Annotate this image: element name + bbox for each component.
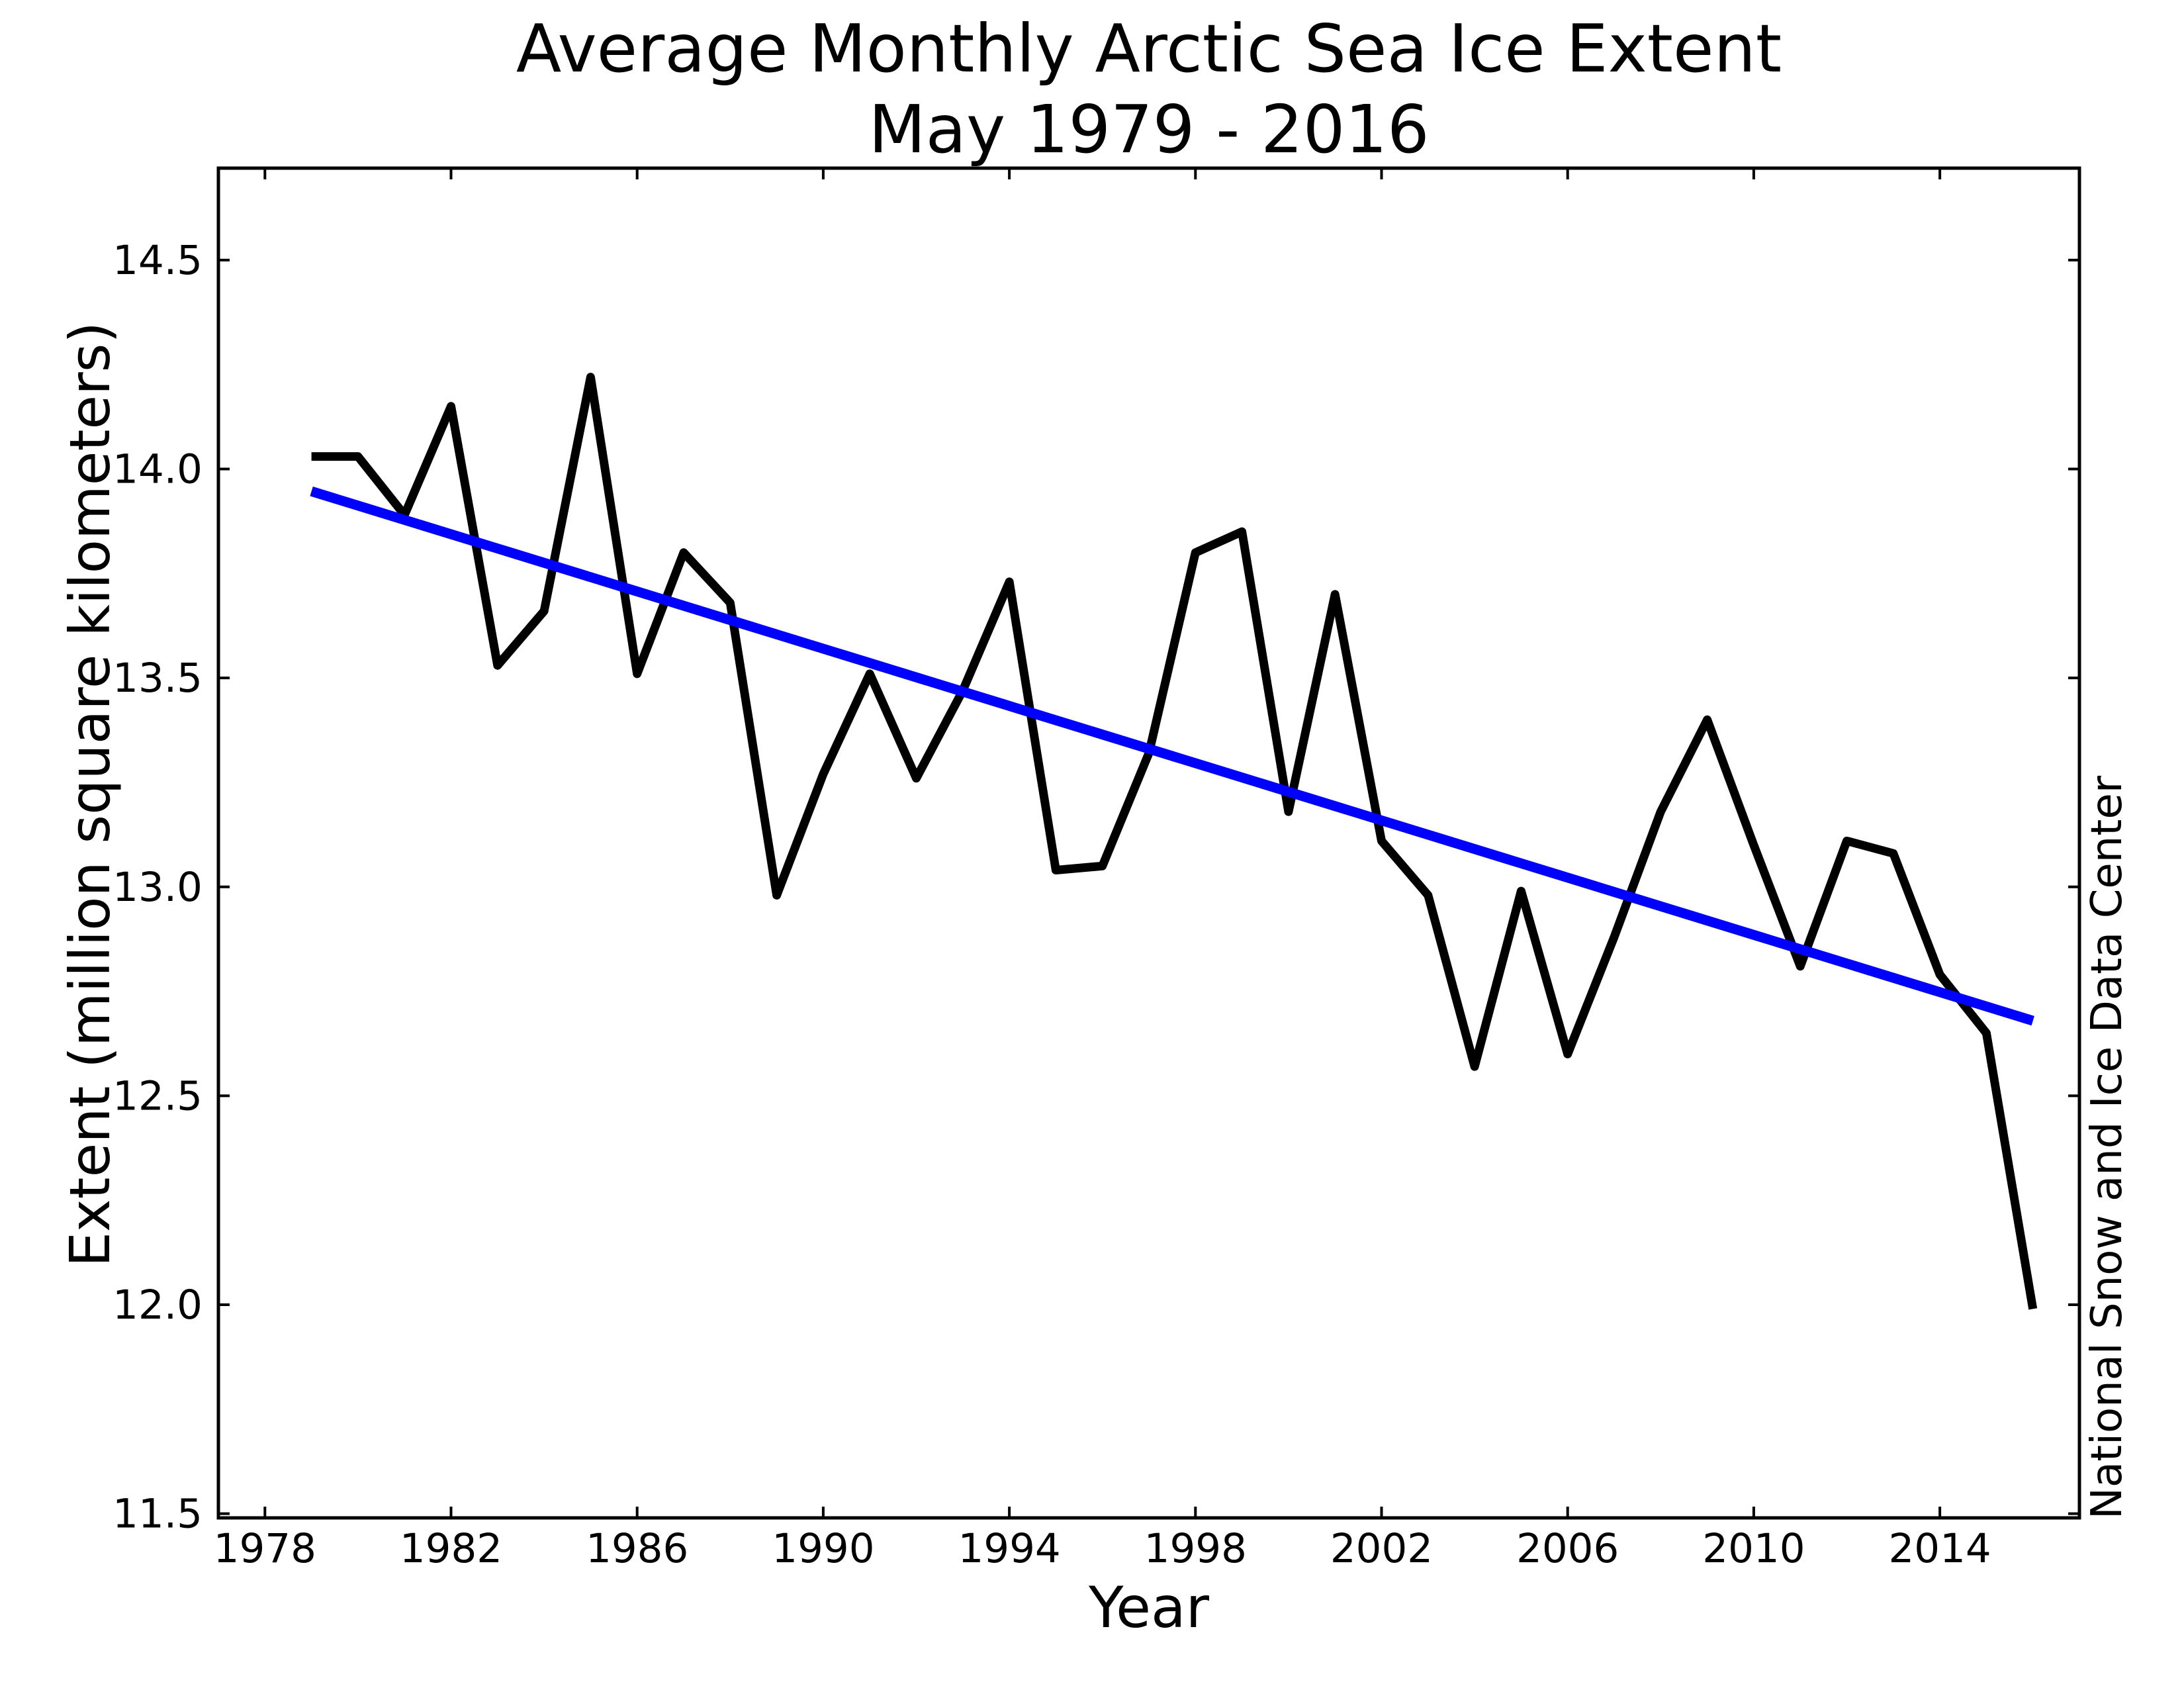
extent-data-line — [311, 373, 2038, 1310]
x-tick-label: 2010 — [1702, 1525, 1805, 1572]
x-tick-label: 1986 — [586, 1525, 688, 1572]
x-tick-label: 1982 — [400, 1525, 502, 1572]
y-tick-label: 13.0 — [113, 864, 203, 911]
y-tick-label: 11.5 — [113, 1491, 203, 1538]
y-tick-label: 14.0 — [113, 446, 203, 493]
chart-title-line-2: May 1979 - 2016 — [868, 91, 1429, 168]
x-tick-label: 2006 — [1516, 1525, 1619, 1572]
x-axis-label: Year — [1088, 1575, 1210, 1641]
x-tick-label: 1990 — [772, 1525, 874, 1572]
x-tick-label: 1998 — [1144, 1525, 1247, 1572]
y-tick-label: 14.5 — [113, 237, 203, 284]
credit-label: National Snow and Ice Data Center — [2083, 775, 2132, 1519]
x-tick-label: 1978 — [214, 1525, 316, 1572]
trend-line — [310, 487, 2034, 1026]
x-tick-label: 2002 — [1330, 1525, 1433, 1572]
axis-ticks — [218, 168, 2079, 1518]
y-tick-label: 12.0 — [113, 1282, 203, 1329]
x-tick-label: 2014 — [1888, 1525, 1991, 1572]
x-tick-label: 1994 — [958, 1525, 1060, 1572]
y-tick-label: 13.5 — [113, 655, 203, 702]
y-tick-labels: 11.5 12.0 12.5 13.0 13.5 14.0 14.5 — [113, 237, 203, 1538]
chart-title-line-1: Average Monthly Arctic Sea Ice Extent — [516, 10, 1782, 87]
y-axis-label: Extent (million square kilometers) — [58, 322, 122, 1267]
plot-border — [216, 166, 2081, 1520]
y-tick-label: 12.5 — [113, 1072, 203, 1119]
x-tick-labels: 1978 1982 1986 1990 1994 1998 2002 2006 2010 2014 — [214, 1525, 1991, 1572]
